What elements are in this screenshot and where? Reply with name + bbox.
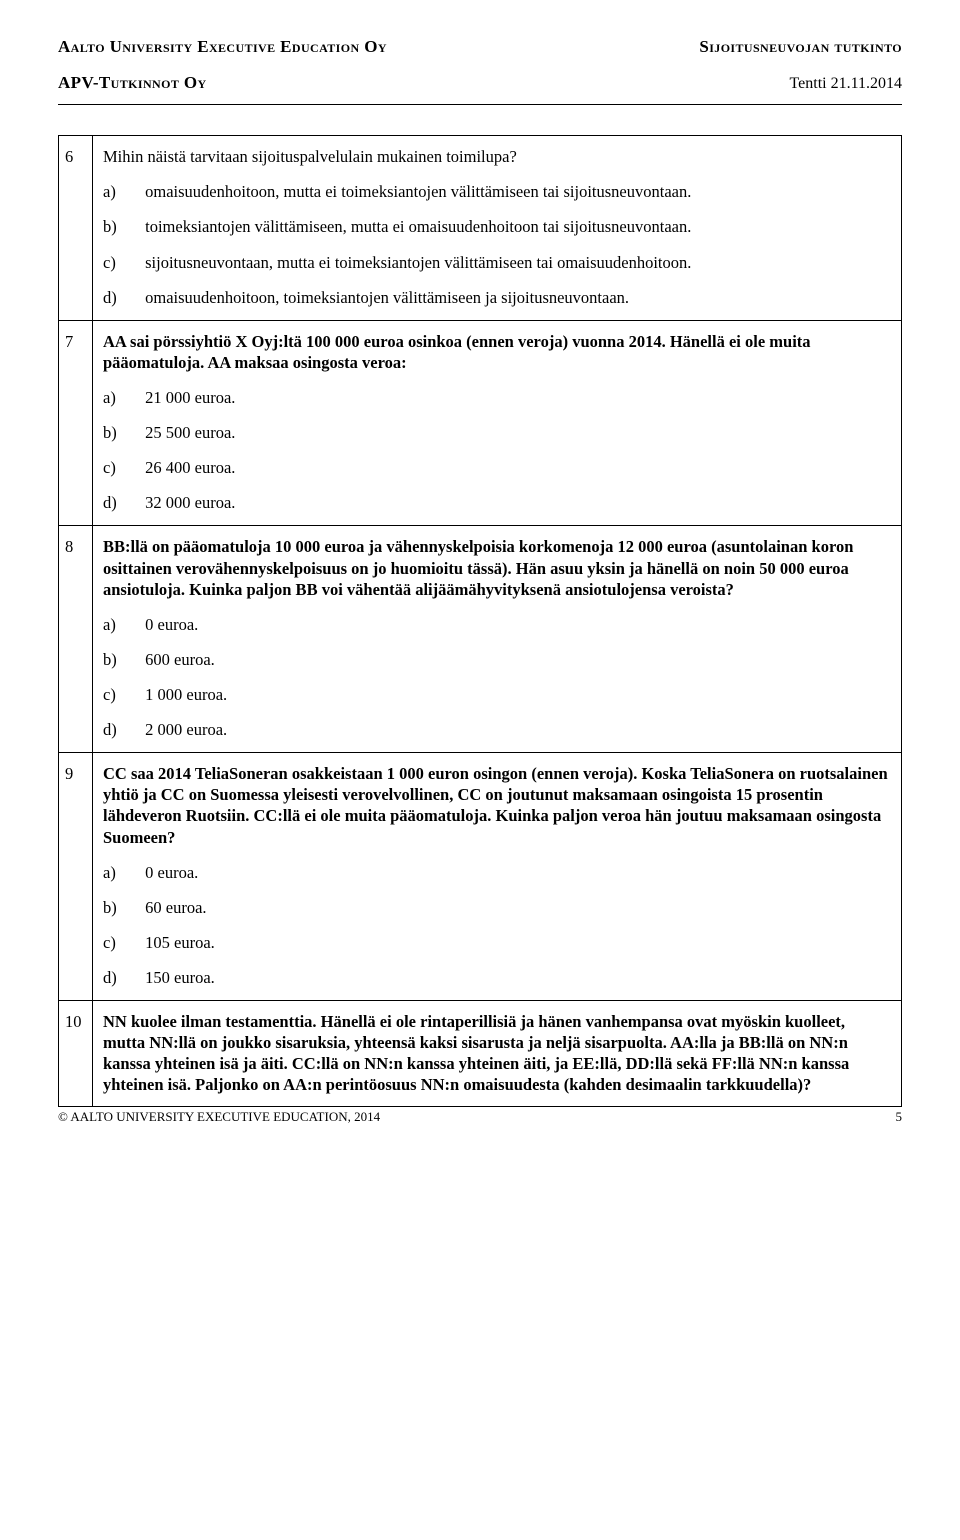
option-item: c) 26 400 euroa. xyxy=(123,457,891,478)
option-item: b) toimeksiantojen välittämiseen, mutta … xyxy=(123,216,891,237)
option-item: c) sijoitusneuvontaan, mutta ei toimeksi… xyxy=(123,252,891,273)
header-org: Aalto University Executive Education Oy xyxy=(58,36,387,58)
question-number: 10 xyxy=(59,1001,93,1106)
option-list: a) 0 euroa.b) 600 euroa.c) 1 000 euroa.d… xyxy=(103,614,891,740)
option-label: c) xyxy=(123,252,141,273)
question-prompt: AA sai pörssiyhtiö X Oyj:ltä 100 000 eur… xyxy=(103,331,891,373)
option-label: c) xyxy=(123,684,141,705)
footer-page-number: 5 xyxy=(896,1109,903,1126)
option-list: a) 0 euroa.b) 60 euroa.c) 105 euroa.d) 1… xyxy=(103,862,891,988)
option-item: d) 2 000 euroa. xyxy=(123,719,891,740)
option-label: a) xyxy=(123,614,141,635)
option-label: b) xyxy=(123,422,141,443)
footer-copyright: © AALTO UNIVERSITY EXECUTIVE EDUCATION, … xyxy=(58,1109,380,1126)
question-row: 6 Mihin näistä tarvitaan sijoituspalvelul… xyxy=(59,136,902,321)
option-text: 1 000 euroa. xyxy=(141,685,227,704)
option-label: d) xyxy=(123,492,141,513)
question-number: 9 xyxy=(59,753,93,1001)
option-text: toimeksiantojen välittämiseen, mutta ei … xyxy=(141,217,691,236)
option-item: b) 60 euroa. xyxy=(123,897,891,918)
header-rule xyxy=(58,104,902,105)
header-exam-date: Tentti 21.11.2014 xyxy=(790,74,903,94)
question-prompt: CC saa 2014 TeliaSoneran osakkeistaan 1 … xyxy=(103,763,891,847)
option-text: 0 euroa. xyxy=(141,615,198,634)
option-text: 2 000 euroa. xyxy=(141,720,227,739)
option-list: a) 21 000 euroa.b) 25 500 euroa.c) 26 40… xyxy=(103,387,891,513)
option-label: c) xyxy=(123,932,141,953)
question-body: NN kuolee ilman testamenttia. Hänellä ei… xyxy=(93,1001,902,1106)
option-item: a) 0 euroa. xyxy=(123,614,891,635)
question-number: 8 xyxy=(59,526,93,753)
option-text: omaisuudenhoitoon, toimeksiantojen välit… xyxy=(141,288,629,307)
option-text: 21 000 euroa. xyxy=(141,388,235,407)
header-title: Sijoitusneuvojan tutkinto xyxy=(699,36,902,58)
question-body: AA sai pörssiyhtiö X Oyj:ltä 100 000 eur… xyxy=(93,320,902,526)
option-label: b) xyxy=(123,216,141,237)
header-row-1: Aalto University Executive Education Oy … xyxy=(58,36,902,58)
option-text: 150 euroa. xyxy=(141,968,215,987)
option-label: a) xyxy=(123,862,141,883)
option-item: b) 25 500 euroa. xyxy=(123,422,891,443)
option-text: omaisuudenhoitoon, mutta ei toimeksianto… xyxy=(141,182,691,201)
option-text: 600 euroa. xyxy=(141,650,215,669)
option-item: c) 1 000 euroa. xyxy=(123,684,891,705)
option-label: a) xyxy=(123,181,141,202)
question-prompt: BB:llä on pääomatuloja 10 000 euroa ja v… xyxy=(103,536,891,599)
option-item: b) 600 euroa. xyxy=(123,649,891,670)
question-body: CC saa 2014 TeliaSoneran osakkeistaan 1 … xyxy=(93,753,902,1001)
option-item: a) 21 000 euroa. xyxy=(123,387,891,408)
question-prompt: Mihin näistä tarvitaan sijoituspalvelula… xyxy=(103,146,891,167)
question-row: 7AA sai pörssiyhtiö X Oyj:ltä 100 000 eu… xyxy=(59,320,902,526)
option-text: 25 500 euroa. xyxy=(141,423,235,442)
header-row-2: APV-Tutkinnot Oy Tentti 21.11.2014 xyxy=(58,72,902,94)
option-text: 26 400 euroa. xyxy=(141,458,235,477)
option-item: d) omaisuudenhoitoon, toimeksiantojen vä… xyxy=(123,287,891,308)
question-row: 10NN kuolee ilman testamenttia. Hänellä … xyxy=(59,1001,902,1106)
question-number: 7 xyxy=(59,320,93,526)
question-prompt: NN kuolee ilman testamenttia. Hänellä ei… xyxy=(103,1011,891,1095)
question-row: 9CC saa 2014 TeliaSoneran osakkeistaan 1… xyxy=(59,753,902,1001)
questions-table: 6 Mihin näistä tarvitaan sijoituspalvelul… xyxy=(58,135,902,1106)
option-label: d) xyxy=(123,967,141,988)
option-text: 105 euroa. xyxy=(141,933,215,952)
option-text: 60 euroa. xyxy=(141,898,207,917)
option-label: d) xyxy=(123,287,141,308)
option-text: 32 000 euroa. xyxy=(141,493,235,512)
option-list: a) omaisuudenhoitoon, mutta ei toimeksia… xyxy=(103,181,891,307)
option-item: d) 32 000 euroa. xyxy=(123,492,891,513)
option-label: c) xyxy=(123,457,141,478)
option-label: a) xyxy=(123,387,141,408)
header-suborg: APV-Tutkinnot Oy xyxy=(58,72,207,94)
option-text: 0 euroa. xyxy=(141,863,198,882)
footer: © AALTO UNIVERSITY EXECUTIVE EDUCATION, … xyxy=(58,1109,902,1126)
option-text: sijoitusneuvontaan, mutta ei toimeksiant… xyxy=(141,253,691,272)
option-label: b) xyxy=(123,649,141,670)
question-number: 6 xyxy=(59,136,93,321)
option-label: d) xyxy=(123,719,141,740)
option-item: d) 150 euroa. xyxy=(123,967,891,988)
option-label: b) xyxy=(123,897,141,918)
option-item: a) 0 euroa. xyxy=(123,862,891,883)
option-item: a) omaisuudenhoitoon, mutta ei toimeksia… xyxy=(123,181,891,202)
question-row: 8BB:llä on pääomatuloja 10 000 euroa ja … xyxy=(59,526,902,753)
option-item: c) 105 euroa. xyxy=(123,932,891,953)
question-body: Mihin näistä tarvitaan sijoituspalvelula… xyxy=(93,136,902,321)
question-body: BB:llä on pääomatuloja 10 000 euroa ja v… xyxy=(93,526,902,753)
